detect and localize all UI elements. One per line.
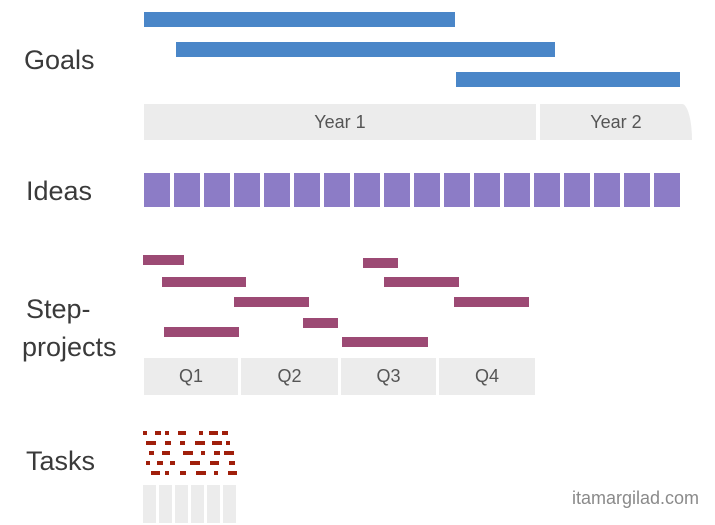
idea-block [624,173,650,207]
task-dash [199,431,203,435]
task-day-cell [175,485,188,523]
task-dash [178,431,186,435]
task-dash [155,431,161,435]
goal-bar [456,72,680,87]
task-dash [183,451,193,455]
task-dash [157,461,163,465]
idea-block [234,173,260,207]
idea-block [414,173,440,207]
task-dash [146,461,150,465]
tasks-label: Tasks [26,446,96,476]
task-day-cell [143,485,156,523]
idea-block [594,173,620,207]
step-project-bar [303,318,338,328]
task-dash [222,431,228,435]
q1-label: Q1 [178,366,203,386]
task-dash [165,441,171,445]
step-project-bar [454,297,529,307]
task-dash [196,471,206,475]
task-dash [162,451,170,455]
task-dash [226,441,230,445]
q3-label: Q3 [376,366,401,386]
task-dash [149,451,154,455]
idea-block [324,173,350,207]
idea-block [474,173,500,207]
step-project-bar [384,277,459,287]
goal-bar [144,12,455,27]
idea-block [204,173,230,207]
idea-block [264,173,290,207]
idea-block [294,173,320,207]
idea-block [534,173,560,207]
task-dash [151,471,160,475]
step-project-bar [164,327,239,337]
task-dash [224,451,234,455]
task-dash [209,431,218,435]
task-dash [165,471,169,475]
idea-block [384,173,410,207]
task-dash [143,431,147,435]
timeline-q4: Q4 [439,358,535,395]
step-projects-label-line2: projects [22,332,117,362]
task-dash [180,441,185,445]
task-dash [170,461,175,465]
task-day-cell [159,485,172,523]
step-project-bar [342,337,428,347]
task-dash [229,461,235,465]
timeline-q2: Q2 [241,358,338,395]
task-dash [190,461,200,465]
timeline-q1: Q1 [144,358,238,395]
task-dash [210,461,219,465]
idea-block [654,173,680,207]
task-dash [201,451,205,455]
step-project-bar [363,258,398,268]
step-projects-label-line1: Step- [26,294,91,324]
timeline-year-1: Year 1 [144,104,536,140]
task-dash [214,451,220,455]
idea-block [174,173,200,207]
q4-label: Q4 [474,366,499,386]
year-1-label: Year 1 [314,111,366,132]
timeline-q3: Q3 [341,358,436,395]
idea-block [354,173,380,207]
step-project-bar [143,255,184,265]
task-dash [146,441,156,445]
site-credit: itamargilad.com [571,488,699,508]
idea-block [564,173,590,207]
goals-label: Goals [24,45,95,75]
q2-label: Q2 [277,366,302,386]
task-day-cell [223,485,236,523]
goal-bar [176,42,555,57]
step-project-bar [162,277,246,287]
task-dash [214,471,218,475]
idea-block [504,173,530,207]
task-day-cell [191,485,204,523]
task-dash [195,441,205,445]
idea-block [144,173,170,207]
year-2-label: Year 2 [590,111,642,132]
task-dash [165,431,169,435]
timeline-year-2: Year 2 [540,104,692,140]
task-dash [212,441,222,445]
step-project-bar [234,297,309,307]
task-dash [228,471,237,475]
ideas-label: Ideas [26,176,93,206]
task-day-cell [207,485,220,523]
task-dash [180,471,186,475]
idea-block [444,173,470,207]
